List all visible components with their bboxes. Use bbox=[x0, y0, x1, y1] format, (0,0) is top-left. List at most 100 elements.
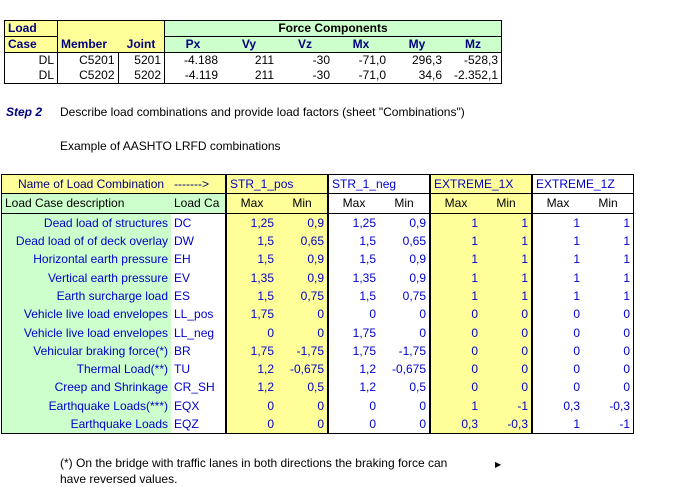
max-factor-cell[interactable]: 0 bbox=[531, 378, 583, 397]
load-case-description[interactable]: Dead load of structures bbox=[1, 213, 171, 232]
min-factor-cell[interactable]: -1 bbox=[583, 414, 634, 435]
load-case-description[interactable]: Thermal Load(**) bbox=[1, 359, 171, 379]
min-factor-cell[interactable]: 0 bbox=[379, 414, 430, 435]
combo-header-extreme-1x[interactable]: EXTREME_1X bbox=[429, 173, 532, 194]
cell-px[interactable]: -4.119 bbox=[164, 68, 221, 84]
load-case-description[interactable]: Vehicular braking force(*) bbox=[1, 341, 171, 360]
load-case-code[interactable]: EH bbox=[171, 250, 226, 269]
load-case-description[interactable]: Earthquake Loads(***) bbox=[1, 396, 171, 415]
min-factor-cell[interactable]: 0 bbox=[583, 323, 634, 342]
load-case-code[interactable]: LL_neg bbox=[171, 323, 226, 342]
max-factor-cell[interactable]: 0 bbox=[531, 359, 583, 379]
max-factor-cell[interactable]: 1 bbox=[429, 268, 481, 287]
load-case-code[interactable]: CR_SH bbox=[171, 378, 226, 397]
max-factor-cell[interactable]: 0 bbox=[429, 341, 481, 360]
min-factor-cell[interactable]: -1,75 bbox=[398, 343, 426, 358]
max-factor-cell[interactable]: 0 bbox=[531, 305, 583, 324]
max-factor-cell[interactable]: 0 bbox=[429, 323, 481, 342]
load-case-code[interactable]: EQX bbox=[171, 396, 226, 415]
min-factor-cell[interactable]: 0 bbox=[583, 378, 634, 397]
min-factor-cell[interactable]: -1 bbox=[481, 396, 532, 415]
load-case-code[interactable]: EQZ bbox=[171, 414, 226, 435]
cell-mz[interactable]: -2.352,1 bbox=[445, 68, 502, 84]
min-factor-cell[interactable]: 0,65 bbox=[277, 231, 328, 251]
max-factor-cell[interactable]: 1 bbox=[531, 250, 583, 269]
min-factor-cell[interactable]: 0,9 bbox=[277, 268, 328, 287]
max-factor-cell[interactable]: 1,2 bbox=[327, 359, 379, 379]
combo-header-extreme-1z[interactable]: EXTREME_1Z bbox=[531, 173, 634, 194]
max-factor-cell[interactable]: 1 bbox=[531, 268, 583, 287]
header-member-blank[interactable] bbox=[57, 20, 118, 37]
max-factor-cell[interactable]: 1 bbox=[429, 250, 481, 269]
min-factor-cell[interactable]: 0 bbox=[583, 305, 634, 324]
cell-mz[interactable]: -528,3 bbox=[445, 52, 502, 68]
max-factor-cell[interactable]: 1 bbox=[429, 286, 481, 306]
min-factor-cell[interactable]: 0,9 bbox=[409, 270, 426, 285]
min-factor-cell[interactable]: 0,5 bbox=[277, 378, 328, 397]
max-factor-cell[interactable]: 0 bbox=[327, 396, 379, 415]
cell-member[interactable]: C5202 bbox=[57, 68, 118, 84]
max-factor-cell[interactable]: 0 bbox=[531, 323, 583, 342]
min-factor-cell[interactable]: 0 bbox=[277, 305, 328, 324]
header-load[interactable]: Load bbox=[4, 20, 58, 37]
combo-header-str-1-neg[interactable]: STR_1_neg bbox=[327, 173, 430, 194]
max-factor-cell[interactable]: 1,75 bbox=[225, 341, 277, 360]
min-factor-cell[interactable]: 0 bbox=[583, 341, 634, 360]
max-factor-cell[interactable]: 1,5 bbox=[225, 231, 277, 251]
cell-joint[interactable]: 5202 bbox=[117, 68, 165, 84]
min-factor-cell[interactable]: 0,9 bbox=[277, 213, 328, 232]
max-factor-cell[interactable]: 1,25 bbox=[225, 213, 277, 232]
load-case-code[interactable]: ES bbox=[171, 286, 226, 306]
min-factor-cell[interactable]: 1 bbox=[481, 286, 532, 306]
max-factor-cell[interactable]: 0,3 bbox=[531, 396, 583, 415]
min-factor-cell[interactable]: 1 bbox=[481, 268, 532, 287]
header-vz[interactable]: Vz bbox=[277, 36, 333, 53]
min-factor-cell[interactable]: 1 bbox=[583, 268, 634, 287]
min-factor-cell[interactable]: 0,75 bbox=[277, 286, 328, 306]
max-factor-cell[interactable]: 1,2 bbox=[225, 359, 277, 379]
cell-joint[interactable]: 5201 bbox=[117, 52, 165, 68]
min-factor-cell[interactable]: -1,75 bbox=[277, 341, 328, 360]
load-case-description[interactable]: Creep and Shrinkage bbox=[1, 378, 171, 397]
max-factor-cell[interactable]: 1 bbox=[429, 231, 481, 251]
header-joint[interactable]: Joint bbox=[118, 36, 165, 53]
cell-my[interactable]: 296,3 bbox=[411, 53, 442, 67]
load-case-header[interactable]: Load Ca bbox=[171, 193, 226, 214]
max-factor-cell[interactable]: 1,75 bbox=[225, 305, 277, 324]
min-factor-cell[interactable]: 0 bbox=[481, 359, 532, 379]
min-factor-cell[interactable]: 1 bbox=[583, 250, 634, 269]
min-factor-cell[interactable]: 0 bbox=[419, 398, 426, 413]
max-factor-cell[interactable]: 1,2 bbox=[225, 378, 277, 397]
max-factor-cell[interactable]: 0 bbox=[429, 305, 481, 324]
header-joint-blank[interactable] bbox=[118, 20, 165, 37]
max-factor-cell[interactable]: 1,5 bbox=[225, 286, 277, 306]
load-case-code[interactable]: TU bbox=[171, 359, 226, 379]
min-factor-cell[interactable]: 0 bbox=[277, 396, 328, 415]
min-header[interactable]: Min bbox=[583, 193, 634, 214]
min-factor-cell[interactable]: 0,75 bbox=[402, 288, 426, 303]
min-header[interactable]: Min bbox=[379, 193, 430, 214]
load-case-description[interactable]: Vehicle live load envelopes bbox=[1, 305, 171, 324]
load-case-code[interactable]: LL_pos bbox=[171, 305, 226, 324]
name-of-load-combination-header[interactable]: Name of Load Combination -------> bbox=[1, 173, 226, 194]
min-factor-cell[interactable]: 0 bbox=[277, 323, 328, 342]
load-case-description[interactable]: Dead load of of deck overlay bbox=[1, 231, 171, 251]
max-factor-cell[interactable]: 1,5 bbox=[327, 286, 379, 306]
min-factor-cell[interactable]: 0 bbox=[419, 325, 426, 340]
min-factor-cell[interactable]: -0,675 bbox=[277, 359, 328, 379]
min-factor-cell[interactable]: 0 bbox=[583, 359, 634, 379]
max-factor-cell[interactable]: 1,5 bbox=[327, 250, 379, 269]
cell-vy[interactable]: 211 bbox=[221, 68, 277, 84]
min-factor-cell[interactable]: -0,675 bbox=[391, 362, 426, 377]
min-header[interactable]: Min bbox=[277, 193, 328, 214]
max-factor-cell[interactable]: 1,5 bbox=[225, 250, 277, 269]
max-factor-cell[interactable]: 1,35 bbox=[327, 268, 379, 287]
load-case-code[interactable]: DC bbox=[171, 213, 226, 232]
max-header[interactable]: Max bbox=[429, 193, 481, 214]
cell-vy[interactable]: 211 bbox=[254, 53, 274, 67]
max-factor-cell[interactable]: 1,75 bbox=[327, 341, 379, 360]
min-factor-cell[interactable]: 0,9 bbox=[409, 252, 426, 267]
min-factor-cell[interactable]: 0,5 bbox=[409, 380, 426, 395]
max-header[interactable]: Max bbox=[327, 193, 379, 214]
load-case-description[interactable]: Vertical earth pressure bbox=[1, 268, 171, 287]
